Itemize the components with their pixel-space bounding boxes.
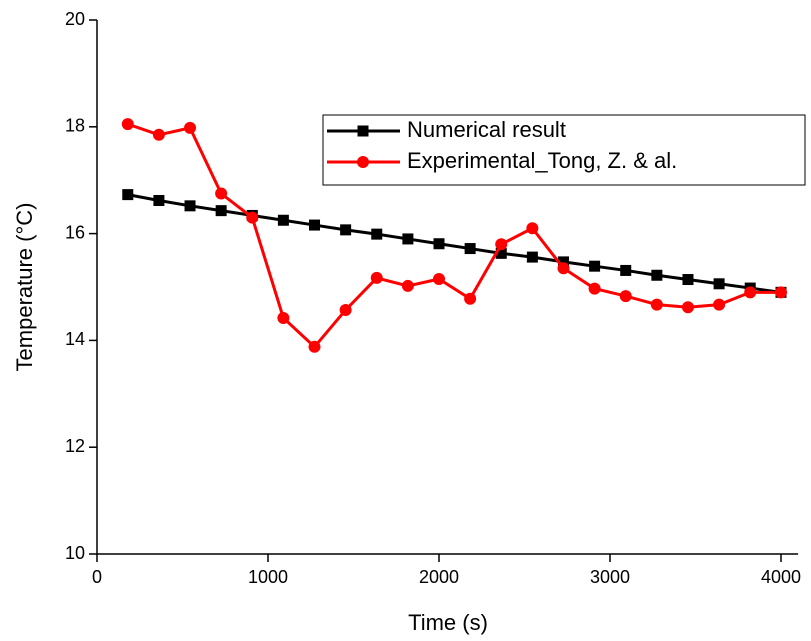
y-tick-label: 16 bbox=[65, 222, 85, 242]
data-point bbox=[401, 279, 414, 292]
data-point bbox=[713, 278, 725, 290]
data-point bbox=[152, 128, 165, 141]
data-point bbox=[153, 194, 165, 206]
data-point bbox=[308, 340, 321, 353]
legend-box bbox=[322, 114, 806, 186]
data-point bbox=[370, 271, 383, 284]
data-point bbox=[433, 272, 445, 285]
data-point bbox=[681, 301, 694, 314]
legend: Numerical result Experimental_Tong, Z. & … bbox=[322, 114, 806, 186]
x-axis-title: Time (s) bbox=[408, 610, 488, 635]
data-point bbox=[713, 298, 726, 311]
data-point bbox=[122, 189, 134, 201]
y-tick-label: 10 bbox=[65, 543, 85, 563]
data-point bbox=[464, 243, 476, 255]
x-tick-label: 1000 bbox=[248, 567, 288, 587]
data-point bbox=[651, 269, 663, 281]
data-point bbox=[215, 187, 228, 200]
data-point bbox=[526, 222, 539, 235]
x-tick-label: 3000 bbox=[590, 567, 630, 587]
data-point bbox=[526, 251, 538, 263]
data-point bbox=[121, 118, 134, 131]
data-point bbox=[464, 292, 477, 305]
data-point bbox=[246, 211, 259, 224]
y-tick-label: 14 bbox=[65, 329, 85, 349]
series-line bbox=[127, 193, 782, 294]
data-point bbox=[744, 286, 757, 299]
x-tick-label: 2000 bbox=[419, 567, 459, 587]
series-line bbox=[127, 122, 781, 349]
data-point bbox=[402, 233, 414, 245]
y-tick-label: 12 bbox=[65, 436, 85, 456]
data-point bbox=[340, 224, 352, 236]
data-point bbox=[277, 311, 290, 324]
legend-label: Experimental_Tong, Z. & al. bbox=[407, 148, 677, 173]
data-point bbox=[184, 121, 197, 134]
data-point bbox=[619, 290, 632, 303]
data-point bbox=[495, 238, 508, 251]
data-point bbox=[215, 205, 227, 217]
data-point bbox=[309, 219, 321, 231]
data-point bbox=[775, 286, 787, 299]
data-point bbox=[371, 228, 383, 240]
legend-marker bbox=[357, 125, 369, 137]
data-point bbox=[588, 282, 601, 295]
legend-label: Numerical result bbox=[407, 117, 566, 142]
y-tick-label: 20 bbox=[65, 9, 85, 29]
y-tick-label: 18 bbox=[65, 116, 85, 136]
data-point bbox=[339, 303, 352, 316]
data-point bbox=[557, 262, 570, 275]
legend-marker bbox=[357, 156, 369, 168]
data-point bbox=[650, 298, 663, 311]
x-tick-label: 4000 bbox=[761, 567, 801, 587]
data-point bbox=[184, 200, 196, 212]
data-point bbox=[433, 238, 445, 250]
data-point bbox=[557, 256, 569, 268]
data-point bbox=[620, 264, 632, 276]
data-point bbox=[589, 260, 601, 272]
data-point bbox=[277, 214, 289, 226]
data-point bbox=[495, 247, 507, 259]
x-tick-label: 0 bbox=[92, 567, 102, 587]
data-point bbox=[682, 274, 694, 286]
y-axis-title: Temperature (°C) bbox=[12, 203, 37, 372]
